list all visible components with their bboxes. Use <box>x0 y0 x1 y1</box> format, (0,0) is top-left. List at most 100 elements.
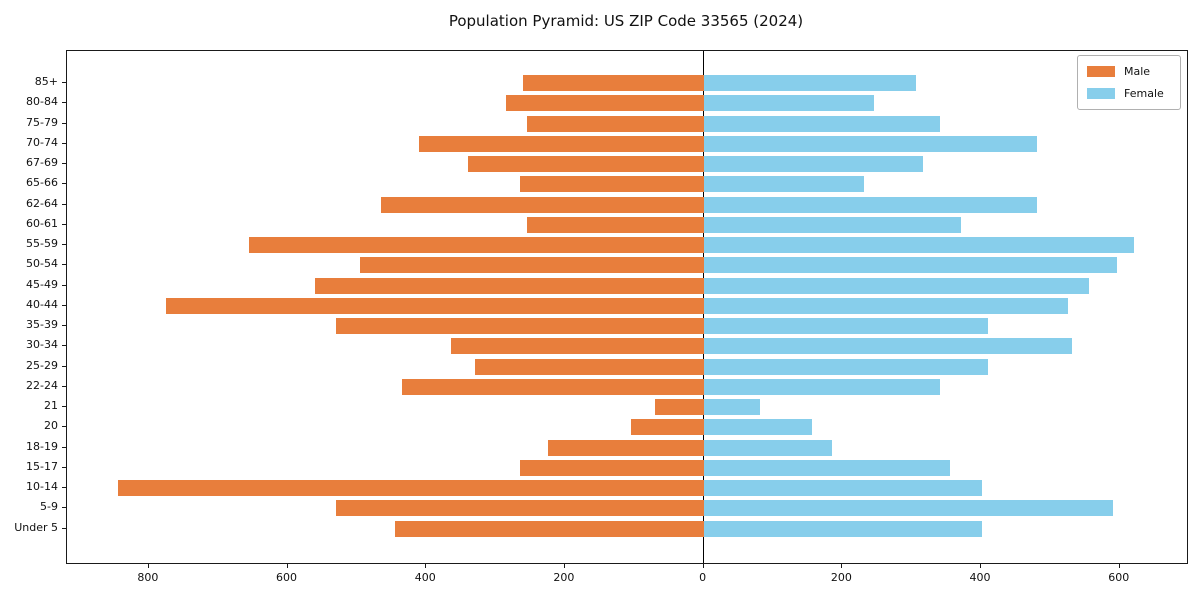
ytick-mark <box>62 122 66 124</box>
bar-female-80-84 <box>704 95 875 112</box>
bar-male-40-44 <box>166 297 704 314</box>
xtick-mark <box>980 564 982 568</box>
xtick-label-400-6: 400 <box>969 571 991 584</box>
ytick-mark <box>62 426 66 428</box>
bar-female-50-54 <box>704 257 1117 274</box>
bar-male-75-79 <box>526 115 704 132</box>
bar-male-80-84 <box>505 95 704 112</box>
bar-male-67-69 <box>467 156 704 173</box>
ytick-mark <box>62 406 66 408</box>
bar-male-62-64 <box>381 196 704 213</box>
bar-male-30-34 <box>450 338 704 355</box>
ytick-mark <box>62 385 66 387</box>
ytick-label-25-29: 25-29 <box>26 358 58 372</box>
legend-male-label: Male <box>1124 65 1151 78</box>
bar-female-75-79 <box>704 115 940 132</box>
bar-male-Under 5 <box>395 520 704 537</box>
legend: Male Female <box>1077 55 1181 110</box>
chart-title: Population Pyramid: US ZIP Code 33565 (2… <box>448 12 804 30</box>
ytick-label-45-49: 45-49 <box>26 277 58 291</box>
ytick-mark <box>62 325 66 327</box>
bar-female-40-44 <box>704 297 1069 314</box>
ytick-mark <box>62 527 66 529</box>
xtick-label-400-2: 400 <box>414 571 436 584</box>
ytick-label-70-74: 70-74 <box>26 135 58 149</box>
female-color-swatch <box>1087 88 1115 99</box>
ytick-label-20: 20 <box>44 419 58 433</box>
ytick-label-30-34: 30-34 <box>26 338 58 352</box>
bar-male-20 <box>630 419 704 436</box>
xtick-label-600-1: 600 <box>276 571 298 584</box>
bar-female-30-34 <box>704 338 1072 355</box>
ytick-mark <box>62 142 66 144</box>
bar-male-50-54 <box>360 257 704 274</box>
xtick-mark <box>286 564 288 568</box>
bar-male-45-49 <box>315 277 704 294</box>
ytick-label-85+: 85+ <box>34 75 58 88</box>
bar-female-67-69 <box>704 156 923 173</box>
bar-female-45-49 <box>704 277 1090 294</box>
xtick-mark <box>1118 564 1120 568</box>
bar-female-5-9 <box>704 500 1114 517</box>
xtick-label-200-3: 200 <box>553 571 575 584</box>
ytick-mark <box>62 102 66 104</box>
ytick-label-60-61: 60-61 <box>26 216 58 230</box>
bar-female-10-14 <box>704 480 982 497</box>
bar-male-60-61 <box>526 216 704 233</box>
bar-female-65-66 <box>704 176 864 193</box>
xtick-mark <box>841 564 843 568</box>
ytick-mark <box>62 163 66 165</box>
bar-female-22-24 <box>704 378 940 395</box>
xtick-mark <box>425 564 427 568</box>
bar-male-5-9 <box>336 500 704 517</box>
bar-female-20 <box>704 419 812 436</box>
bar-male-21 <box>655 399 704 416</box>
bar-male-25-29 <box>474 358 704 375</box>
ytick-label-22-24: 22-24 <box>26 378 58 392</box>
ytick-label-5-9: 5-9 <box>40 500 58 514</box>
bar-female-60-61 <box>704 216 961 233</box>
ytick-mark <box>62 223 66 225</box>
ytick-mark <box>62 304 66 306</box>
legend-item-male: Male <box>1087 63 1172 80</box>
ytick-mark <box>62 183 66 185</box>
bar-male-35-39 <box>336 318 704 335</box>
bar-female-21 <box>704 399 760 416</box>
bar-male-85+ <box>523 75 704 91</box>
ytick-label-Under 5: Under 5 <box>14 520 58 534</box>
ytick-label-15-17: 15-17 <box>26 459 58 473</box>
xtick-label-200-5: 200 <box>830 571 852 584</box>
bar-male-70-74 <box>419 135 704 152</box>
xtick-label-600-7: 600 <box>1108 571 1130 584</box>
ytick-mark <box>62 466 66 468</box>
ytick-mark <box>62 365 66 367</box>
bar-female-18-19 <box>704 439 833 456</box>
ytick-label-18-19: 18-19 <box>26 439 58 453</box>
ytick-label-21: 21 <box>44 399 58 413</box>
ytick-label-75-79: 75-79 <box>26 115 58 129</box>
ytick-mark <box>62 487 66 489</box>
ytick-mark <box>62 507 66 509</box>
bar-female-25-29 <box>704 358 989 375</box>
legend-female-label: Female <box>1124 87 1164 100</box>
legend-item-female: Female <box>1087 85 1172 102</box>
male-color-swatch <box>1087 66 1115 77</box>
xtick-label-800-0: 800 <box>137 571 159 584</box>
bar-female-55-59 <box>704 237 1135 254</box>
ytick-label-80-84: 80-84 <box>26 95 58 109</box>
xtick-label-0-4: 0 <box>699 571 707 584</box>
ytick-mark <box>62 244 66 246</box>
ytick-label-55-59: 55-59 <box>26 237 58 251</box>
bar-male-65-66 <box>519 176 704 193</box>
bar-female-35-39 <box>704 318 989 335</box>
xtick-mark <box>563 564 565 568</box>
bar-female-Under 5 <box>704 520 982 537</box>
zero-axis-line <box>703 51 705 563</box>
ytick-mark <box>62 345 66 347</box>
bar-male-18-19 <box>547 439 704 456</box>
bar-male-15-17 <box>519 459 704 476</box>
ytick-label-10-14: 10-14 <box>26 480 58 494</box>
ytick-mark <box>62 284 66 286</box>
bar-male-55-59 <box>249 237 704 254</box>
